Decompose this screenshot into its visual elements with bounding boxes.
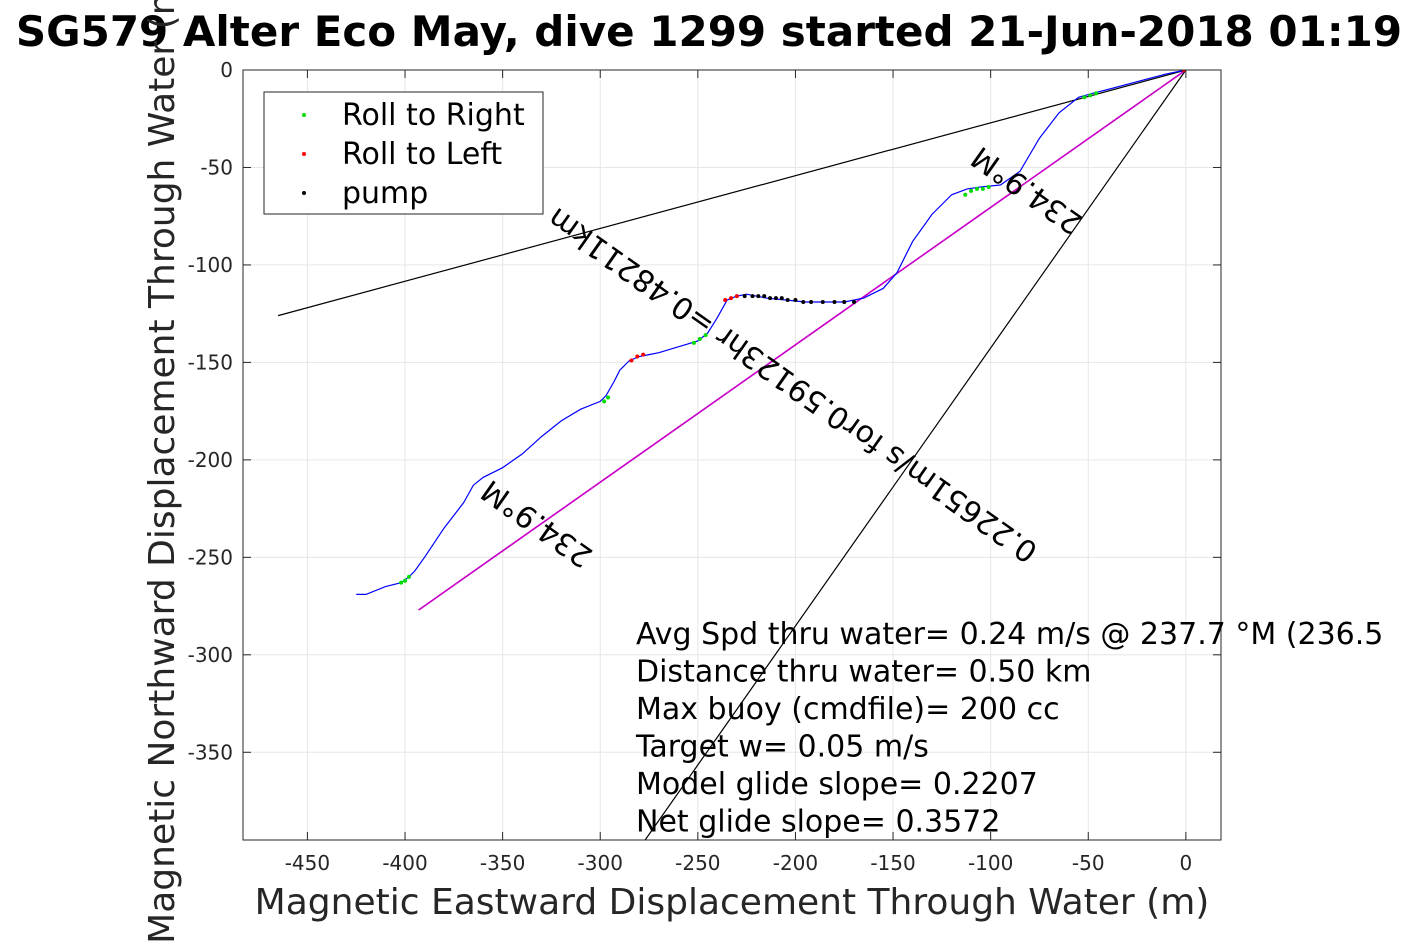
legend-label: Roll to Right [342, 98, 525, 133]
stats-line: Model glide slope= 0.2207 [636, 767, 1038, 802]
legend-box [263, 91, 544, 215]
roll-right-point [963, 192, 968, 197]
x-tick-label: -300 [578, 851, 623, 875]
roll-left-point [629, 358, 634, 363]
y-tick-label: -50 [200, 155, 233, 179]
x-tick-label: -100 [968, 851, 1013, 875]
legend: Roll to Right Roll to Left pump [263, 91, 544, 215]
roll-right-point [697, 337, 702, 342]
roll-left-point [729, 296, 734, 301]
legend-marker [302, 152, 306, 156]
roll-right-point [980, 186, 985, 191]
plot-content [277, 70, 1187, 840]
y-tick-label: -350 [188, 740, 233, 764]
roll-left-point [641, 352, 646, 357]
y-tick-label: 0 [220, 58, 233, 82]
y-tick-label: -100 [188, 253, 233, 277]
roll-left-point [734, 294, 739, 299]
net-displacement-line [418, 70, 1187, 611]
roll-right-point [1094, 91, 1099, 96]
roll-right-point [691, 340, 696, 345]
pump-point [773, 296, 778, 301]
y-tick-label: -250 [188, 545, 233, 569]
roll-left-point [723, 298, 728, 303]
pump-point [852, 299, 857, 304]
pump-point [779, 296, 784, 301]
pump-point [842, 299, 847, 304]
roll-right-point [1088, 93, 1093, 98]
y-tick-label: -200 [188, 448, 233, 472]
roll-right-point [986, 184, 991, 189]
stats-line: Max buoy (cmdfile)= 200 cc [636, 692, 1060, 727]
stats-line: Distance thru water= 0.50 km [636, 655, 1091, 690]
roll-right-point [403, 578, 408, 583]
x-tick-label: 0 [1179, 851, 1192, 875]
x-tick-label: -150 [870, 851, 915, 875]
axis-ticks: -450 -400 -350 -300 -250 -200 -150 -100 -50 0 0 -50… [188, 58, 1221, 875]
roll-left-point [635, 354, 640, 359]
chart-title: SG579 Alter Eco May, dive 1299 started 2… [16, 7, 1402, 56]
roll-right-point [606, 395, 611, 400]
pump-point [820, 299, 825, 304]
y-tick-label: -300 [188, 643, 233, 667]
pump-point [762, 294, 767, 299]
pump-point [742, 294, 747, 299]
legend-label: pump [342, 176, 428, 211]
x-axis-label: Magnetic Eastward Displacement Through W… [255, 882, 1210, 923]
pump-point [809, 299, 814, 304]
plot-frame [242, 69, 1222, 841]
stats-line: Target w= 0.05 m/s [635, 730, 929, 765]
heading-line-line [644, 70, 1187, 840]
x-tick-label: -200 [773, 851, 818, 875]
pump-point [801, 299, 806, 304]
y-axis-label: Magnetic Northward Displacement Through … [142, 0, 183, 944]
legend-marker [302, 113, 306, 117]
roll-right-point [974, 186, 979, 191]
pump-point [832, 299, 837, 304]
heading-line-line [277, 70, 1187, 317]
roll-right-point [969, 188, 974, 193]
pump-point [793, 298, 798, 303]
x-tick-label: -450 [285, 851, 330, 875]
roll-right-point [703, 333, 708, 338]
pump-point [756, 294, 761, 299]
x-tick-label: -400 [382, 851, 427, 875]
glider-track-line [356, 70, 1186, 595]
legend-label: Roll to Left [342, 137, 502, 172]
pump-point [750, 294, 755, 299]
roll-right-point [406, 574, 411, 579]
pump-point [768, 296, 773, 301]
stats-line: Net glide slope= 0.3572 [636, 805, 1000, 840]
legend-marker [302, 191, 306, 195]
roll-right-point [602, 399, 607, 404]
x-tick-label: -350 [480, 851, 525, 875]
roll-right-point [1082, 95, 1087, 100]
x-tick-label: -250 [675, 851, 720, 875]
stats-line: Avg Spd thru water= 0.24 m/s @ 237.7 °M … [636, 617, 1383, 652]
roll-right-point [399, 580, 404, 585]
stats-text: Avg Spd thru water= 0.24 m/s @ 237.7 °M … [635, 617, 1383, 840]
y-tick-label: -150 [188, 350, 233, 374]
pump-point [785, 298, 790, 303]
x-tick-label: -50 [1072, 851, 1105, 875]
